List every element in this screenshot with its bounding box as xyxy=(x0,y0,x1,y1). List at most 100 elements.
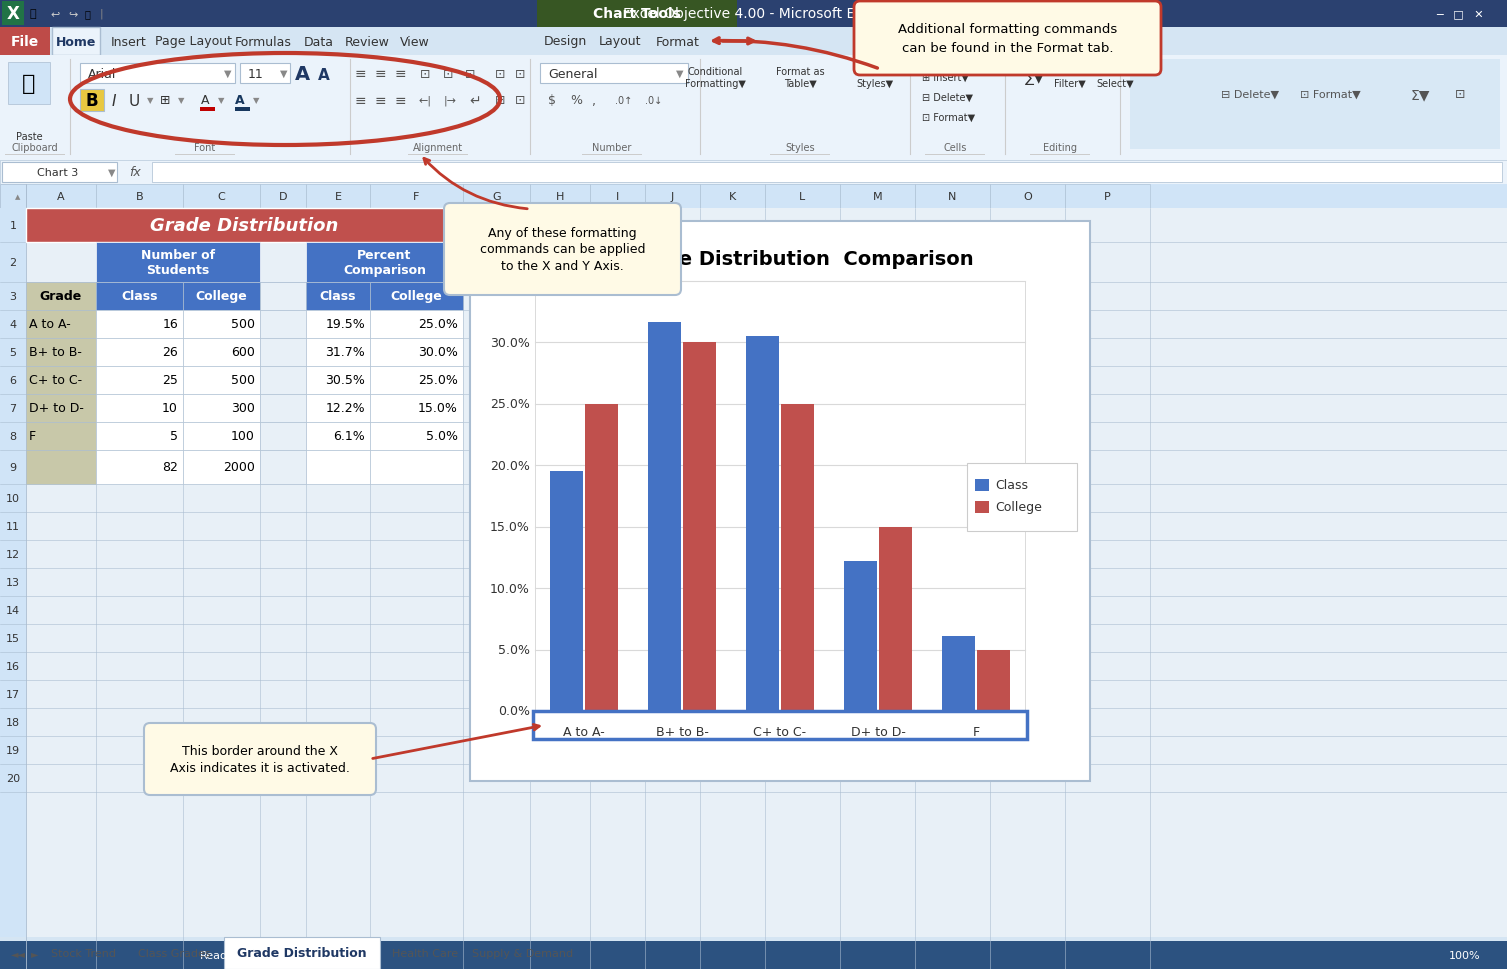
Text: 📋: 📋 xyxy=(23,74,36,94)
Text: Chart 3: Chart 3 xyxy=(38,168,78,178)
FancyBboxPatch shape xyxy=(0,56,1507,161)
FancyBboxPatch shape xyxy=(445,203,681,296)
Text: ◄◄: ◄◄ xyxy=(11,948,26,958)
Text: A: A xyxy=(200,94,209,108)
Text: Cells: Cells xyxy=(943,142,966,153)
Text: 10.0%: 10.0% xyxy=(490,582,530,595)
Text: Design: Design xyxy=(544,36,586,48)
FancyBboxPatch shape xyxy=(26,185,96,208)
FancyBboxPatch shape xyxy=(0,28,50,56)
Text: A: A xyxy=(294,64,309,83)
Text: C+ to C-: C+ to C- xyxy=(754,725,806,738)
Text: 26: 26 xyxy=(163,346,178,359)
FancyBboxPatch shape xyxy=(26,208,463,243)
FancyBboxPatch shape xyxy=(1029,155,1090,156)
Text: ≡: ≡ xyxy=(395,94,405,108)
Text: .0↓: .0↓ xyxy=(645,96,662,106)
Text: ↩: ↩ xyxy=(50,9,59,19)
FancyBboxPatch shape xyxy=(306,338,371,366)
Text: 5.0%: 5.0% xyxy=(426,430,458,443)
FancyBboxPatch shape xyxy=(182,366,261,394)
Text: Grade Distribution  Comparison: Grade Distribution Comparison xyxy=(627,250,974,269)
Text: M: M xyxy=(873,192,882,202)
Text: ⊡: ⊡ xyxy=(494,68,505,80)
Text: 12: 12 xyxy=(6,549,20,559)
Text: ≡: ≡ xyxy=(354,67,366,81)
FancyBboxPatch shape xyxy=(2,163,118,183)
FancyBboxPatch shape xyxy=(967,463,1078,531)
Text: B: B xyxy=(136,192,143,202)
Text: 19.5%: 19.5% xyxy=(326,318,365,331)
Text: 13: 13 xyxy=(6,578,20,587)
FancyBboxPatch shape xyxy=(844,561,877,711)
Text: 25.0%: 25.0% xyxy=(417,318,458,331)
FancyBboxPatch shape xyxy=(235,108,250,111)
Text: 5.0%: 5.0% xyxy=(497,643,530,656)
Text: D: D xyxy=(279,192,288,202)
Text: Class Grades: Class Grades xyxy=(139,948,211,958)
Text: 500: 500 xyxy=(231,374,255,387)
Text: Format: Format xyxy=(656,36,699,48)
FancyBboxPatch shape xyxy=(261,394,306,422)
Text: 2000: 2000 xyxy=(223,461,255,474)
Text: Grade Distribution: Grade Distribution xyxy=(151,217,339,234)
Text: D+ to D-: D+ to D- xyxy=(850,725,906,738)
FancyBboxPatch shape xyxy=(550,472,583,711)
FancyBboxPatch shape xyxy=(96,283,182,311)
Text: fx: fx xyxy=(130,167,140,179)
FancyBboxPatch shape xyxy=(0,161,1507,185)
FancyBboxPatch shape xyxy=(306,283,371,311)
Text: 2: 2 xyxy=(9,258,17,267)
Text: 0.0%: 0.0% xyxy=(497,704,530,718)
FancyBboxPatch shape xyxy=(26,394,96,422)
FancyBboxPatch shape xyxy=(1065,185,1150,208)
Text: F: F xyxy=(29,430,36,443)
Text: B+ to B-: B+ to B- xyxy=(29,346,81,359)
FancyBboxPatch shape xyxy=(5,155,65,156)
Text: 82: 82 xyxy=(163,461,178,474)
Text: 30.5%: 30.5% xyxy=(326,374,365,387)
FancyBboxPatch shape xyxy=(182,338,261,366)
Text: ∑▼: ∑▼ xyxy=(1025,71,1044,85)
Text: Supply & Demand: Supply & Demand xyxy=(472,948,573,958)
Text: 20: 20 xyxy=(6,773,20,783)
FancyBboxPatch shape xyxy=(306,185,371,208)
Text: 9: 9 xyxy=(9,462,17,473)
Text: 17: 17 xyxy=(6,689,20,700)
FancyBboxPatch shape xyxy=(746,337,779,711)
Text: Ready: Ready xyxy=(200,950,235,960)
FancyBboxPatch shape xyxy=(175,155,235,156)
FancyBboxPatch shape xyxy=(586,404,618,711)
Text: O: O xyxy=(1023,192,1032,202)
FancyBboxPatch shape xyxy=(0,941,1507,969)
Text: Data: Data xyxy=(303,36,333,48)
Text: X: X xyxy=(6,5,20,23)
Text: General: General xyxy=(549,68,597,80)
Text: 16: 16 xyxy=(6,661,20,672)
FancyBboxPatch shape xyxy=(26,366,96,394)
FancyBboxPatch shape xyxy=(684,343,716,711)
Text: C+ to C-: C+ to C- xyxy=(29,374,81,387)
Text: Find &
Select▼: Find & Select▼ xyxy=(1096,67,1133,89)
Text: Cell
Styles▼: Cell Styles▼ xyxy=(856,67,894,89)
Text: 11: 11 xyxy=(249,68,264,80)
Text: ▼: ▼ xyxy=(146,96,154,106)
FancyBboxPatch shape xyxy=(770,155,830,156)
Text: U: U xyxy=(128,93,140,109)
Text: Review: Review xyxy=(345,36,390,48)
Text: Class: Class xyxy=(121,290,158,303)
Text: ←|: ←| xyxy=(419,96,431,107)
Text: I: I xyxy=(616,192,619,202)
FancyBboxPatch shape xyxy=(261,338,306,366)
Text: 25: 25 xyxy=(163,374,178,387)
FancyBboxPatch shape xyxy=(261,283,306,311)
Text: Chart Tools: Chart Tools xyxy=(594,7,681,21)
Text: A to A-: A to A- xyxy=(29,318,71,331)
Text: Sort &
Filter▼: Sort & Filter▼ xyxy=(1053,67,1087,89)
Text: G: G xyxy=(493,192,500,202)
FancyBboxPatch shape xyxy=(990,185,1065,208)
FancyBboxPatch shape xyxy=(96,451,182,484)
FancyBboxPatch shape xyxy=(915,185,990,208)
FancyBboxPatch shape xyxy=(766,185,839,208)
FancyBboxPatch shape xyxy=(535,282,1025,711)
